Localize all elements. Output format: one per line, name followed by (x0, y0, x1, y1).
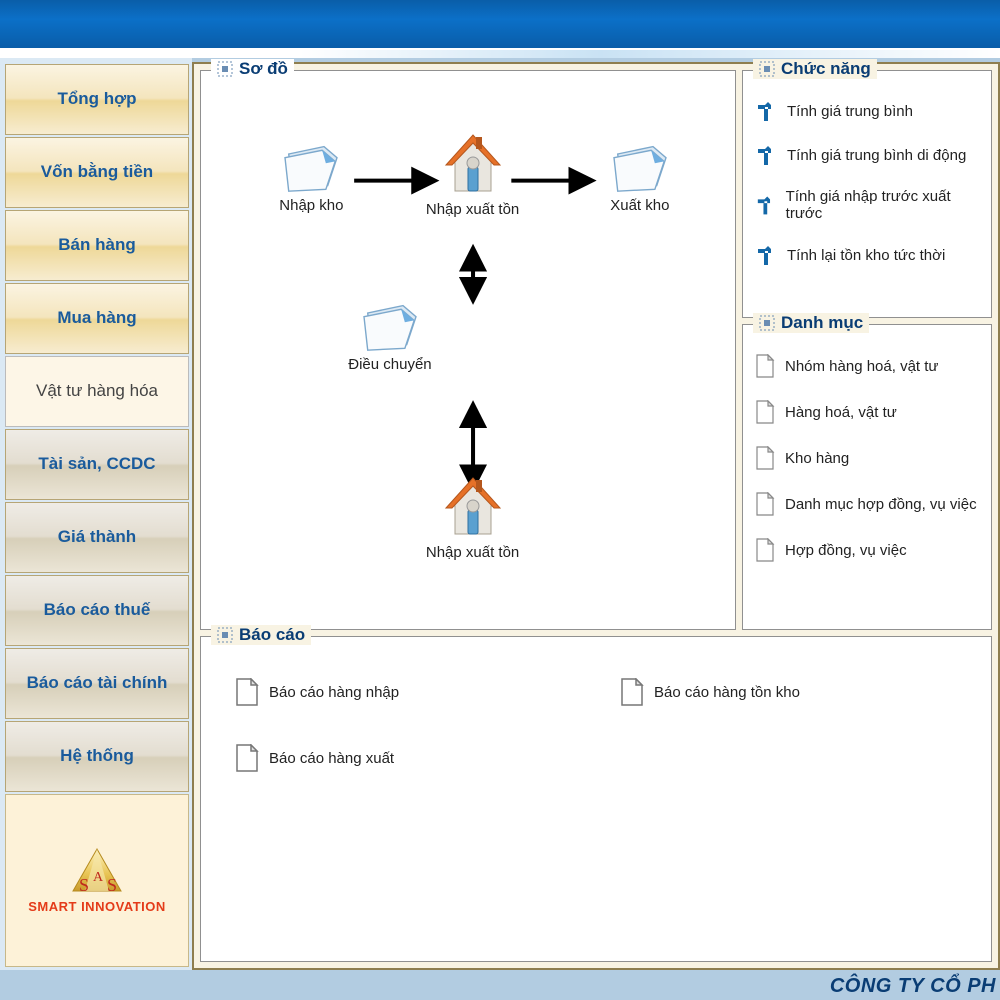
functions-panel-title: Chức năng (753, 59, 877, 79)
sidebar: Tổng hợp Vốn bằng tiền Bán hàng Mua hàng Vật… (0, 58, 192, 970)
nav-label: Giá thành (58, 527, 136, 547)
nav-label: Báo cáo thuế (44, 600, 151, 620)
report-label: Báo cáo hàng xuất (269, 750, 394, 767)
nav-vật-tư-hàng-hóa[interactable]: Vật tư hàng hóa (5, 356, 189, 427)
house-icon (438, 127, 508, 197)
report-label: Báo cáo hàng tồn kho (654, 684, 800, 701)
function-label: Tính giá nhập trước xuất trước (786, 188, 979, 222)
reports-title-text: Báo cáo (239, 625, 305, 645)
nav-mua-hàng[interactable]: Mua hàng (5, 283, 189, 354)
nav-vốn-bằng-tiền[interactable]: Vốn bằng tiền (5, 137, 189, 208)
report-doc-icon (235, 678, 259, 706)
panel-bullet-icon (759, 61, 775, 77)
report-item[interactable]: Báo cáo hàng nhập (231, 667, 576, 717)
function-label: Tính giá trung bình (787, 103, 913, 120)
nav-label: Báo cáo tài chính (27, 673, 168, 693)
right-column: Chức năng Tính giá trung bìnhTính giá tr… (742, 70, 992, 630)
diagram-node-label: Nhập xuất tồn (426, 544, 519, 561)
nav-label: Vốn bằng tiền (41, 162, 153, 182)
panel-bullet-icon (217, 627, 233, 643)
category-item[interactable]: Kho hàng (751, 435, 983, 481)
diagram-node-label: Nhập kho (279, 197, 343, 214)
function-item[interactable]: Tính giá trung bình di động (751, 133, 983, 177)
reports-panel-title: Báo cáo (211, 625, 311, 645)
folder-icon (281, 141, 341, 193)
nav-hệ-thống[interactable]: Hệ thống (5, 721, 189, 792)
categories-list: Nhóm hàng hoá, vật tư Hàng hoá, vật tư Kho… (743, 325, 991, 581)
diagram-node-label: Điều chuyển (348, 356, 431, 373)
house-icon (438, 470, 508, 540)
report-item[interactable]: Báo cáo hàng tồn kho (616, 667, 961, 717)
hammer-icon (755, 244, 777, 266)
diagram-node-xuat_kho[interactable]: Xuất kho (580, 141, 700, 214)
category-item[interactable]: Hàng hoá, vật tư (751, 389, 983, 435)
category-label: Danh mục hợp đồng, vụ việc (785, 496, 977, 513)
diagram-node-nhap_xuat_ton_2[interactable]: Nhập xuất tồn (413, 470, 533, 561)
hammer-icon (755, 144, 777, 166)
nav-label: Bán hàng (58, 235, 135, 255)
categories-title-text: Danh mục (781, 313, 863, 333)
top-banner (0, 0, 1000, 50)
functions-panel: Chức năng Tính giá trung bìnhTính giá tr… (742, 70, 992, 318)
category-item[interactable]: Nhóm hàng hoá, vật tư (751, 343, 983, 389)
diagram-node-label: Xuất kho (610, 197, 669, 214)
functions-title-text: Chức năng (781, 59, 871, 79)
footer-company-text: CÔNG TY CỔ PH (830, 975, 996, 998)
nav-giá-thành[interactable]: Giá thành (5, 502, 189, 573)
function-item[interactable]: Tính giá trung bình (751, 89, 983, 133)
document-icon (755, 354, 775, 378)
reports-panel: Báo cáo Báo cáo hàng nhậpBáo cáo hàng tồ… (200, 636, 992, 962)
nav-label: Tổng hợp (57, 89, 136, 109)
nav-báo-cáo-tài-chính[interactable]: Báo cáo tài chính (5, 648, 189, 719)
category-label: Hàng hoá, vật tư (785, 404, 897, 421)
document-icon (755, 446, 775, 470)
hammer-icon (755, 100, 777, 122)
function-item[interactable]: Tính lại tồn kho tức thời (751, 233, 983, 277)
report-doc-icon (620, 678, 644, 706)
diagram-panel: Sơ đồ Nhập khoNhập xuất tồnXuất khoĐiều … (200, 70, 736, 630)
function-label: Tính giá trung bình di động (787, 147, 966, 164)
function-item[interactable]: Tính giá nhập trước xuất trước (751, 177, 983, 233)
folder-icon (610, 141, 670, 193)
nav-báo-cáo-thuế[interactable]: Báo cáo thuế (5, 575, 189, 646)
document-icon (755, 538, 775, 562)
report-item[interactable]: Báo cáo hàng xuất (231, 733, 576, 783)
functions-list: Tính giá trung bình Tính giá trung bình d… (743, 71, 991, 285)
diagram-node-nhap_xuat_ton_1[interactable]: Nhập xuất tồn (413, 127, 533, 218)
hammer-icon (755, 194, 776, 216)
nav-label: Vật tư hàng hóa (36, 381, 158, 401)
document-icon (755, 492, 775, 516)
categories-panel: Danh mục Nhóm hàng hoá, vật tưHàng hoá, … (742, 324, 992, 630)
category-label: Kho hàng (785, 450, 849, 467)
report-doc-icon (235, 744, 259, 772)
category-item[interactable]: Hợp đồng, vụ việc (751, 527, 983, 573)
folder-icon (360, 300, 420, 352)
logo-triangle-icon (67, 847, 127, 895)
categories-panel-title: Danh mục (753, 313, 869, 333)
nav-tổng-hợp[interactable]: Tổng hợp (5, 64, 189, 135)
diagram-node-nhap_kho[interactable]: Nhập kho (251, 141, 371, 214)
sub-banner (0, 50, 1000, 58)
panel-bullet-icon (759, 315, 775, 331)
logo-text: SMART INNOVATION (28, 899, 166, 914)
category-label: Nhóm hàng hoá, vật tư (785, 358, 938, 375)
nav-bán-hàng[interactable]: Bán hàng (5, 210, 189, 281)
logo-box: SMART INNOVATION (5, 794, 189, 967)
nav-label: Hệ thống (60, 746, 134, 766)
category-item[interactable]: Danh mục hợp đồng, vụ việc (751, 481, 983, 527)
diagram-canvas: Nhập kho Nhập xuất tồn Xuất kho Điều chuyển… (201, 71, 735, 629)
nav-label: Tài sản, CCDC (38, 454, 155, 474)
report-label: Báo cáo hàng nhập (269, 684, 399, 701)
category-label: Hợp đồng, vụ việc (785, 542, 907, 559)
nav-tài-sản-ccdc[interactable]: Tài sản, CCDC (5, 429, 189, 500)
nav-label: Mua hàng (57, 308, 136, 328)
diagram-node-label: Nhập xuất tồn (426, 201, 519, 218)
main-area: Sơ đồ Nhập khoNhập xuất tồnXuất khoĐiều … (192, 62, 1000, 970)
function-label: Tính lại tồn kho tức thời (787, 247, 945, 264)
diagram-node-dieu_chuyen[interactable]: Điều chuyển (330, 300, 450, 373)
reports-list: Báo cáo hàng nhập Báo cáo hàng tồn kho Báo… (201, 637, 991, 793)
document-icon (755, 400, 775, 424)
